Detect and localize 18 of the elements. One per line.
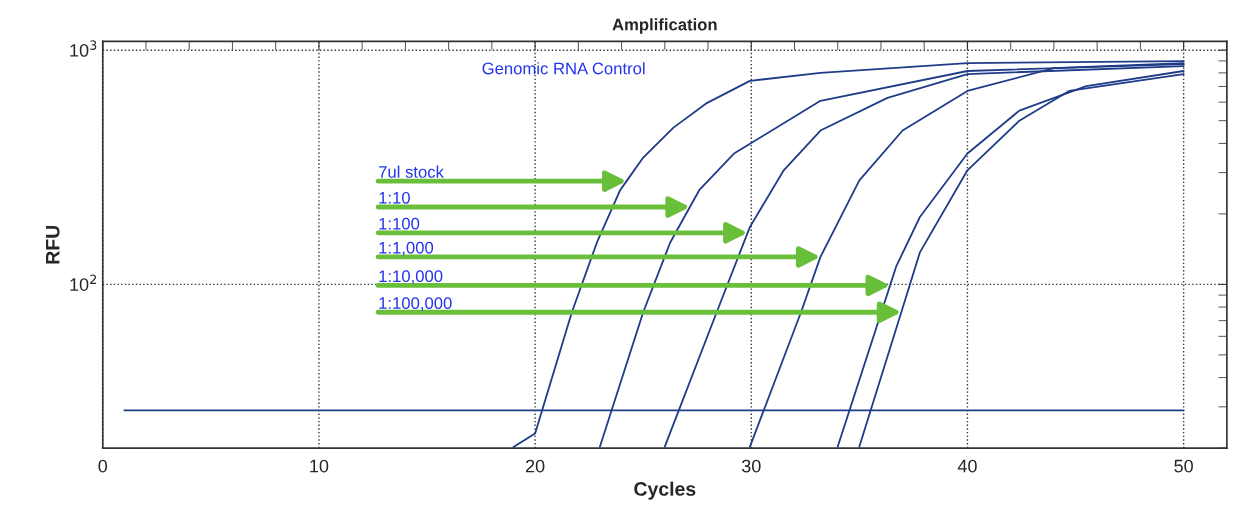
annotation: 7ul stock <box>379 165 444 178</box>
x-axis-title: Cycles <box>634 481 696 500</box>
x-tick-label: 40 <box>957 459 977 473</box>
annotation: Genomic RNA Control <box>482 62 645 75</box>
x-tick-label: 10 <box>310 459 329 473</box>
x-tick-label: 0 <box>98 459 108 473</box>
annotation: 1:10 <box>379 191 410 204</box>
annotation: 1:1,000 <box>379 241 434 256</box>
x-tick-label: 30 <box>741 459 761 473</box>
x-tick-label: 20 <box>525 459 545 473</box>
annotation: 1:100,000 <box>379 297 452 311</box>
y-tick-label: 10$^{3}$ <box>70 40 97 57</box>
annotation: 1:10,000 <box>379 270 443 285</box>
y-axis-title: RFU <box>46 225 60 264</box>
annotation: 1:100 <box>379 217 420 230</box>
x-tick-label: 50 <box>1174 459 1193 473</box>
y-tick-label: 10$^{2}$ <box>70 274 97 291</box>
chart-title: Amplification <box>612 18 717 34</box>
